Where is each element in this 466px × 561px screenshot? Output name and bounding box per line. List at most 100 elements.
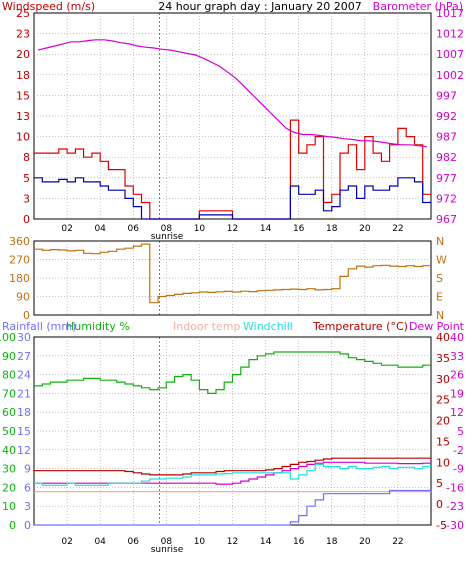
series-windchill [34,463,431,486]
temperature-c-tick-label: 35 [436,352,450,365]
rainfall-tick-label: 30 [17,331,31,344]
x-tick-label: 02 [61,537,72,547]
humidity-tick-label: 40 [2,444,16,457]
x-tick-label: 14 [260,537,272,547]
series-barometer [37,39,427,148]
compass-tick-label: N [436,235,444,248]
barometer-tick-label: 972 [436,192,457,205]
windspeed-tick-label: 10 [16,131,30,144]
temperature-c-tick-label: -5 [436,519,447,532]
humidity-tick-label: 70 [2,387,16,400]
x-tick-label: 06 [128,224,140,234]
temperature-f-tick-label: 5 [457,425,464,438]
humidity-tick-label: 90 [2,350,16,363]
temperature-c-tick-label: 20 [436,415,450,428]
compass-tick-label: N [436,309,444,322]
temperature-c-tick-label: 10 [436,456,450,469]
humidity-tick-label: 50 [2,425,16,438]
sunrise-label-bottom: sunrise [151,545,184,555]
compass-tick-label: W [436,254,447,267]
temperature-c-tick-label: 0 [436,498,443,511]
temperature-f-tick-label: -23 [446,500,464,513]
rainfall-tick-label: 24 [17,369,31,382]
windspeed-axis-title: Windspeed (m/s) [2,0,95,13]
barometer-tick-label: 1017 [436,7,464,20]
chart-title: 24 hour graph day : January 20 2007 [158,0,362,13]
temperature-f-tick-label: 33 [450,350,464,363]
temperature-c-tick-label: 25 [436,394,450,407]
wind-direction-tick-label: 270 [9,254,30,267]
temperature-f-tick-label: 19 [450,387,464,400]
x-tick-label: 12 [227,537,238,547]
rainfall-tick-label: 9 [24,463,31,476]
barometer-tick-label: 1002 [436,69,464,82]
rainfall-tick-label: 18 [17,406,31,419]
rainfall-tick-label: 0 [24,519,31,532]
wind-direction-tick-label: 0 [23,309,30,322]
temperature-c-tick-label: 40 [436,331,450,344]
temperature-f-tick-label: -9 [453,463,464,476]
x-tick-label: 16 [293,224,305,234]
series-rainfall [34,489,431,526]
legend-rainfall: Rainfall (mm) [2,320,76,333]
windspeed-tick-label: 8 [23,151,30,164]
humidity-tick-label: 0 [9,519,16,532]
x-tick-label: 10 [194,224,206,234]
barometer-tick-label: 967 [436,213,457,226]
temperature-c-tick-label: 5 [436,477,443,490]
barometer-tick-label: 992 [436,110,457,123]
legend-windchill: Windchill [243,320,293,333]
humidity-tick-label: 30 [2,463,16,476]
barometer-tick-label: 977 [436,172,457,185]
humidity-tick-label: 10 [2,500,16,513]
humidity-tick-label: 20 [2,481,16,494]
windspeed-tick-label: 13 [16,110,30,123]
temperature-f-tick-label: 40 [450,331,464,344]
x-tick-label: 08 [161,537,173,547]
rainfall-tick-label: 15 [17,425,31,438]
humidity-tick-label: 100 [0,331,16,344]
windspeed-tick-label: 18 [16,69,30,82]
series-wind-direction [34,243,431,304]
sunrise-label-top: sunrise [151,232,184,242]
temperature-f-tick-label: 26 [450,369,464,382]
compass-tick-label: S [436,272,443,285]
barometer-tick-label: 1012 [436,28,464,41]
legend-dew-point: Dew Point [409,320,465,333]
windspeed-tick-label: 20 [16,48,30,61]
rainfall-tick-label: 27 [17,350,31,363]
x-tick-label: 04 [94,537,106,547]
x-tick-label: 18 [326,537,338,547]
x-tick-label: 14 [260,224,272,234]
temperature-c-tick-label: 30 [436,373,450,386]
x-tick-label: 02 [61,224,72,234]
series-humidity [34,351,431,394]
wind-direction-tick-label: 90 [16,291,30,304]
temperature-f-tick-label: -16 [446,481,464,494]
windspeed-tick-label: 0 [23,213,30,226]
barometer-tick-label: 987 [436,131,457,144]
rainfall-tick-label: 6 [24,481,31,494]
windspeed-tick-label: 23 [16,28,30,41]
rainfall-tick-label: 12 [17,444,31,457]
panel-temp-humidity: 0102030405060708090100036912151821242730… [0,331,464,532]
x-tick-label: 20 [359,224,371,234]
panel-wind-barometer: 0 3 5 8 10 13 15 18 20 23 25 967 972 977 982 987 992 997… [16,7,464,226]
legend-temperature: Temperature (°C) [312,320,408,333]
windspeed-tick-label: 25 [16,7,30,20]
wind-direction-tick-label: 360 [9,235,30,248]
windspeed-tick-label: 3 [23,192,30,205]
legend-indoor-temp: Indoor temp [173,320,240,333]
temperature-c-tick-label: 15 [436,435,450,448]
barometer-tick-label: 982 [436,151,457,164]
x-tick-label: 22 [392,224,403,234]
panel3-legend: Rainfall (mm) Humidity % Indoor temp Win… [2,320,465,333]
series-temperature [34,457,431,476]
x-tick-label: 16 [293,537,305,547]
temperature-f-tick-label: 12 [450,406,464,419]
legend-humidity: Humidity % [66,320,130,333]
x-tick-label: 20 [359,537,371,547]
